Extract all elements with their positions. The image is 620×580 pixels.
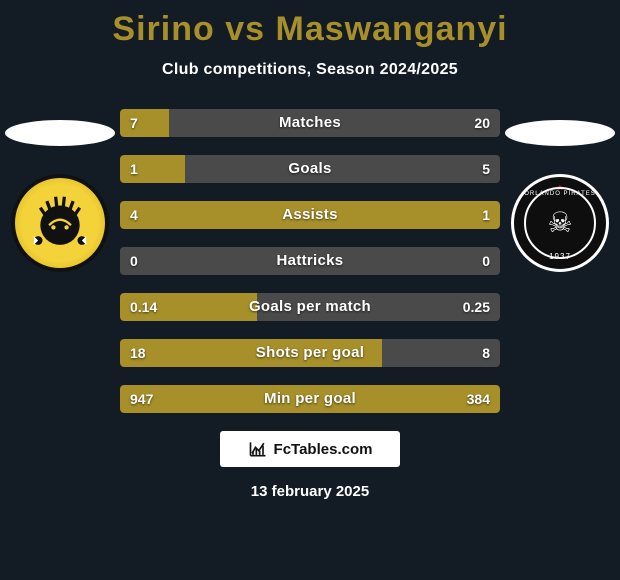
stat-label: Min per goal bbox=[120, 385, 500, 413]
player1-name: Sirino bbox=[112, 10, 214, 48]
left-team-panel bbox=[0, 110, 120, 272]
stat-label: Goals per match bbox=[120, 293, 500, 321]
stat-row: 0.140.25Goals per match bbox=[120, 293, 500, 321]
player2-name: Maswanganyi bbox=[276, 10, 508, 48]
stat-row: 947384Min per goal bbox=[120, 385, 500, 413]
stat-row: 188Shots per goal bbox=[120, 339, 500, 367]
right-team-crest: ★ ORLANDO PIRATES ☠ 1937 bbox=[511, 174, 609, 272]
page-title: Sirino vs Maswanganyi bbox=[0, 0, 620, 49]
stats-container: 720Matches 15Goals 41Assists 00Hattricks 0.1… bbox=[120, 109, 500, 413]
stat-row: 41Assists bbox=[120, 201, 500, 229]
vs-text: vs bbox=[225, 10, 265, 48]
right-oval-decoration bbox=[505, 120, 615, 146]
crest-year: 1937 bbox=[549, 252, 571, 261]
stat-label: Matches bbox=[120, 109, 500, 137]
brand-badge[interactable]: FcTables.com bbox=[220, 431, 400, 467]
stat-row: 00Hattricks bbox=[120, 247, 500, 275]
brand-text: FcTables.com bbox=[274, 441, 373, 458]
stat-row: 15Goals bbox=[120, 155, 500, 183]
left-team-crest bbox=[11, 174, 109, 272]
crest-inner-ring bbox=[524, 187, 596, 259]
stat-label: Hattricks bbox=[120, 247, 500, 275]
subtitle: Club competitions, Season 2024/2025 bbox=[0, 61, 620, 79]
left-oval-decoration bbox=[5, 120, 115, 146]
stat-label: Assists bbox=[120, 201, 500, 229]
chiefs-head-icon bbox=[25, 188, 95, 258]
stat-row: 720Matches bbox=[120, 109, 500, 137]
right-team-panel: ★ ORLANDO PIRATES ☠ 1937 bbox=[500, 110, 620, 272]
stat-label: Shots per goal bbox=[120, 339, 500, 367]
chart-icon bbox=[248, 439, 268, 459]
stat-label: Goals bbox=[120, 155, 500, 183]
date-text: 13 february 2025 bbox=[0, 483, 620, 500]
